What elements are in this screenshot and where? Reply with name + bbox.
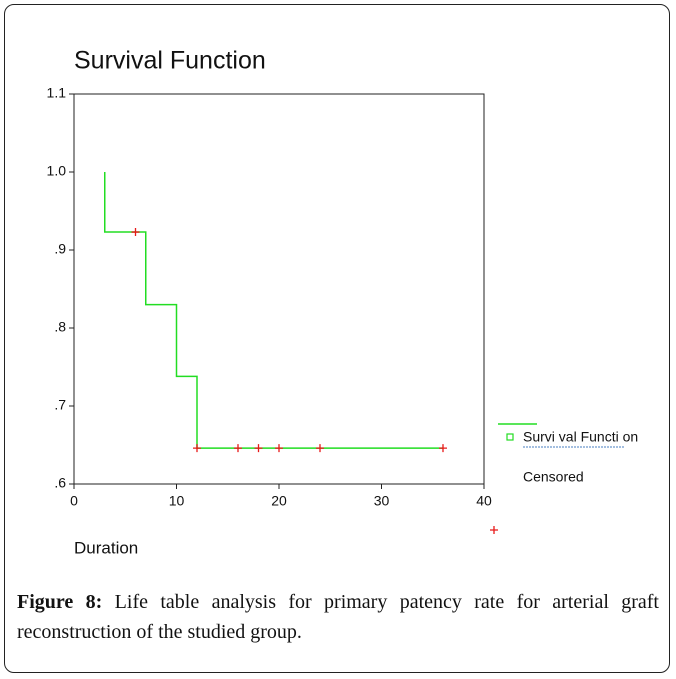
caption: Figure 8: Life table analysis for primar… (17, 587, 659, 647)
censored-mark (275, 444, 283, 453)
censored-mark (439, 444, 447, 453)
x-axis-label: Duration (74, 538, 138, 557)
y-tick-label: 1.0 (47, 163, 67, 179)
censored-mark (193, 444, 201, 453)
chart-title: Survival Function (74, 47, 266, 75)
censored-mark (131, 228, 140, 237)
y-tick-label: .8 (54, 319, 66, 335)
x-tick-label: 0 (70, 493, 78, 509)
y-tick-label: .7 (54, 397, 66, 413)
survival-line (104, 172, 443, 449)
y-tick-label: 1.1 (47, 85, 67, 101)
x-tick-label: 20 (271, 493, 287, 509)
caption-label: Figure 8: (17, 591, 103, 613)
legend-marker (490, 526, 498, 534)
x-tick-label: 10 (169, 493, 185, 509)
legend-label: Survi val Functi on (523, 429, 638, 445)
caption-text: Life table analysis for primary patency … (17, 591, 659, 643)
censored-mark (254, 444, 263, 453)
x-tick-label: 40 (476, 493, 492, 509)
figure-frame (4, 4, 670, 673)
plot-frame (73, 93, 485, 485)
legend-label: Censored (523, 469, 584, 485)
legend-marker (506, 433, 514, 441)
censored-mark (234, 444, 242, 453)
y-tick-label: .9 (54, 241, 66, 257)
x-tick-label: 30 (374, 493, 390, 509)
y-tick-label: .6 (54, 475, 66, 491)
censored-mark (316, 444, 324, 453)
